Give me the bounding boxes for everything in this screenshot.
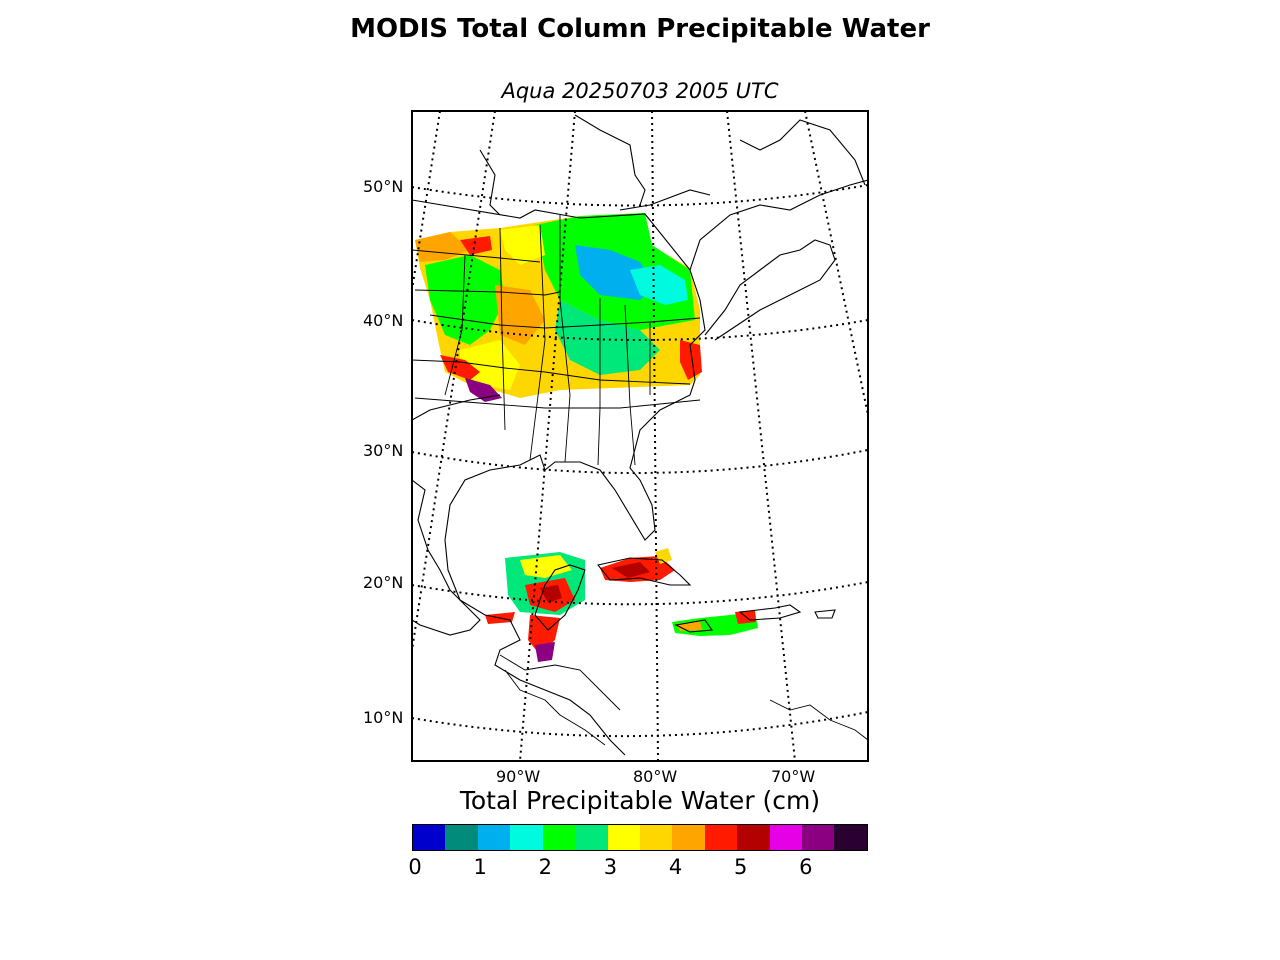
lon-label-80w: 80°W [633,767,678,786]
water-vapor-swaths [415,213,758,662]
colorbar-segment [477,825,511,850]
political-borders [412,215,868,746]
colorbar-segment [607,825,640,850]
map-frame [411,110,869,762]
lon-label-90w: 90°W [496,767,541,786]
colorbar-segment [672,825,705,850]
lat-label-30n: 30°N [363,441,404,460]
colorbar-segment [769,825,803,850]
graticule [412,111,868,761]
colorbar-segment [575,825,608,850]
colorbar-tick-label: 1 [473,855,487,879]
coastlines [412,114,868,756]
lat-label-20n: 20°N [363,573,404,592]
colorbar [412,824,868,851]
chart-subtitle: Aqua 20250703 2005 UTC [501,79,779,103]
lon-label-70w: 70°W [771,767,816,786]
colorbar-segment [802,825,835,850]
colorbar-segment [737,825,770,850]
colorbar-segment [445,825,478,850]
colorbar-segment [834,825,867,850]
colorbar-title: Total Precipitable Water (cm) [459,786,821,815]
colorbar-tick-label: 6 [799,855,813,879]
colorbar-tick-label: 3 [603,855,618,879]
lat-label-50n: 50°N [363,177,404,196]
colorbar-tick-label: 0 [408,855,422,879]
colorbar-segment [510,825,543,850]
lat-label-40n: 40°N [363,311,404,330]
lat-label-10n: 10°N [363,708,404,727]
colorbar-segment [704,825,738,850]
chart-title: MODIS Total Column Precipitable Water [350,14,930,44]
colorbar-tick-label: 4 [668,855,683,879]
colorbar-tick-label: 2 [538,855,552,879]
colorbar-segment [639,825,673,850]
colorbar-segment [542,825,576,850]
colorbar-segment [413,825,446,850]
colorbar-tick-label: 5 [734,855,748,879]
